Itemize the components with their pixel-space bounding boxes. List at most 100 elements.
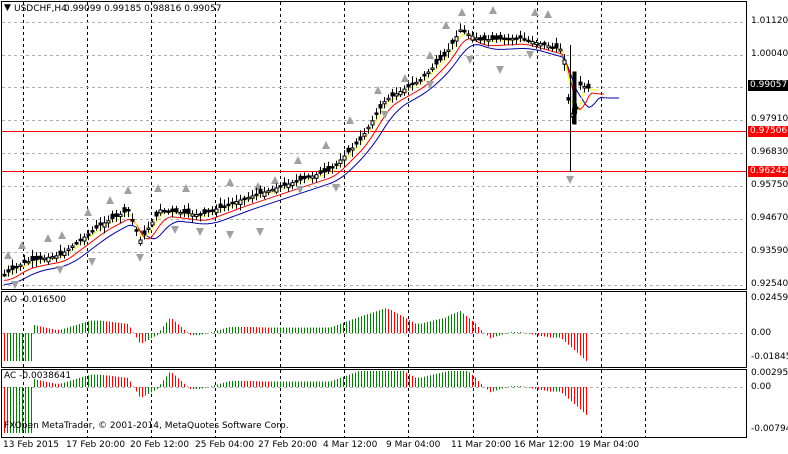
fractal-down-marker: [426, 81, 434, 89]
candle-body: [494, 35, 499, 40]
price-tick: 0.96830: [751, 147, 788, 157]
candle-body: [34, 255, 39, 261]
candle-body: [366, 126, 371, 130]
candle-body: [258, 188, 263, 194]
ac-tick: -0.007948: [751, 424, 788, 434]
candle-body: [362, 133, 367, 137]
candle-body: [254, 193, 259, 197]
fractal-down-marker: [466, 56, 474, 64]
candle-body: [234, 201, 239, 205]
candle-body: [134, 229, 139, 232]
candle-body: [498, 35, 503, 40]
candle-body: [374, 112, 379, 115]
fractal-down-marker: [566, 176, 574, 184]
fractal-up-marker: [544, 10, 552, 18]
fractal-up-marker: [44, 234, 52, 242]
level-tag: 0.96242: [748, 166, 788, 177]
candle-body: [74, 242, 79, 245]
candle-body: [466, 33, 471, 36]
candle-body: [514, 37, 519, 40]
candle-body: [266, 190, 271, 193]
horizontal-levels[interactable]: [2, 131, 746, 172]
candle-body: [50, 256, 55, 259]
candle-body: [30, 256, 35, 262]
candle-body: [458, 29, 463, 32]
candle-body: [394, 93, 399, 97]
price-tick: 0.94670: [751, 213, 788, 223]
time-label: 16 Mar 12:00: [514, 440, 575, 450]
fractal-down-marker: [381, 111, 389, 119]
candle-body: [270, 188, 275, 192]
time-label: 11 Mar 20:00: [451, 440, 512, 450]
candle-body: [326, 165, 331, 172]
fractal-up-marker: [531, 8, 539, 16]
candle-body: [542, 42, 547, 46]
fractal-up-marker: [271, 176, 279, 184]
candle-body: [578, 81, 583, 86]
candle-body: [474, 37, 479, 41]
candle-body: [370, 120, 375, 126]
candle-body: [218, 203, 223, 209]
candle-body: [582, 86, 587, 89]
candle-body: [354, 141, 359, 145]
candle-body: [18, 264, 23, 267]
candle-body: [174, 208, 179, 213]
candle-body: [238, 199, 243, 205]
fractal-up-marker: [374, 86, 382, 94]
candle-body: [210, 209, 215, 212]
fractal-up-marker: [489, 6, 497, 14]
ao-tick: -0.018457: [751, 352, 788, 362]
ao-histogram: [4, 308, 587, 361]
candle-body: [526, 39, 531, 43]
time-label: 19 Mar 04:00: [579, 440, 640, 450]
time-label: 17 Feb 20:00: [66, 440, 126, 450]
candle-body: [342, 155, 347, 161]
ohlc-values: 0.99099 0.99185 0.98816 0.99057: [64, 4, 222, 14]
candle-body: [170, 208, 175, 213]
candle-body: [198, 213, 203, 216]
panel-frames: [1, 1, 747, 438]
candle-body: [202, 209, 207, 215]
candle-body: [350, 147, 355, 151]
candle-body: [78, 238, 83, 242]
candle-body: [278, 185, 283, 188]
candle-body: [126, 208, 131, 212]
candle-body: [182, 208, 187, 214]
candle-body: [470, 35, 475, 41]
candle-body: [130, 219, 135, 222]
candle-body: [146, 227, 151, 230]
fractal-up-marker: [346, 116, 354, 124]
ao-tick: 0.024599: [751, 293, 788, 303]
candle-body: [38, 255, 43, 260]
candle-body: [10, 265, 15, 271]
current-price-tag: 0.99057: [748, 80, 788, 91]
candle-body: [6, 269, 11, 273]
fractal-up-marker: [84, 208, 92, 216]
candle-body: [338, 159, 343, 164]
candle-body: [58, 250, 63, 256]
candle-body: [62, 251, 67, 256]
candle-body: [572, 71, 577, 125]
candle-body: [70, 245, 75, 248]
candle-body: [42, 257, 47, 261]
candle-body: [478, 37, 483, 41]
fractal-down-marker: [526, 51, 534, 59]
candle-body: [550, 46, 555, 49]
candle-body: [226, 203, 231, 207]
candle-body: [66, 248, 71, 251]
candle-body: [378, 104, 383, 109]
fractal-up-marker: [18, 241, 26, 249]
fractal-down-marker: [88, 258, 96, 266]
candle-body: [82, 236, 87, 242]
price-tick: 0.92540: [751, 279, 788, 289]
fractal-up-marker: [58, 231, 66, 239]
candle-body: [102, 222, 107, 228]
header-dropdown-icon[interactable]: ▼: [4, 3, 11, 13]
candle-body: [414, 81, 419, 85]
fractal-up-marker: [458, 8, 466, 16]
candle-body: [334, 163, 339, 166]
ao-tick: 0.00: [751, 328, 772, 338]
panel-frame: [1, 291, 747, 368]
fractal-down-marker: [226, 231, 234, 239]
